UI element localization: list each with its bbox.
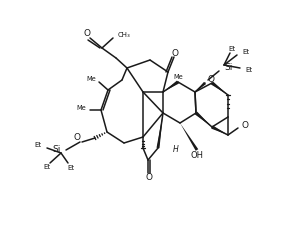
Text: Si: Si (224, 63, 232, 72)
Text: Me: Me (86, 76, 96, 82)
Text: O: O (73, 133, 80, 142)
Text: O: O (171, 49, 179, 58)
Text: Et: Et (43, 164, 51, 170)
Text: CH₃: CH₃ (118, 32, 131, 38)
Text: O: O (242, 122, 249, 130)
Text: OH: OH (190, 151, 203, 160)
Text: Et: Et (245, 67, 252, 73)
Text: Et: Et (67, 165, 75, 171)
Text: O: O (84, 29, 90, 38)
Polygon shape (180, 123, 198, 151)
Text: Me: Me (76, 105, 86, 111)
Text: Et: Et (34, 142, 42, 148)
Text: O: O (145, 173, 153, 182)
Polygon shape (195, 112, 212, 127)
Text: H: H (173, 146, 179, 155)
Text: Si: Si (53, 144, 61, 153)
Text: O: O (208, 76, 215, 85)
Polygon shape (163, 81, 179, 92)
Text: Et: Et (242, 49, 249, 55)
Polygon shape (157, 113, 163, 148)
Text: Et: Et (228, 46, 236, 52)
Polygon shape (211, 81, 228, 95)
Text: Me: Me (173, 74, 183, 80)
Polygon shape (211, 125, 228, 135)
Polygon shape (195, 82, 206, 92)
